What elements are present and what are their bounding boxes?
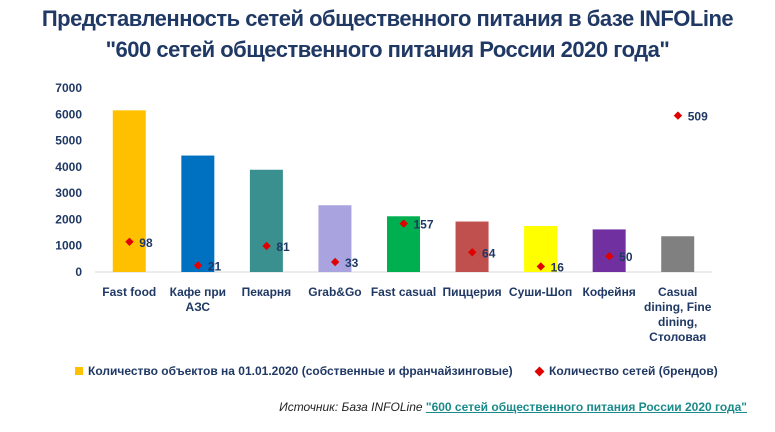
x-tick-label: Кофейня xyxy=(583,285,636,299)
data-point xyxy=(125,237,134,246)
chart-title-line-2: "600 сетей общественного питания России … xyxy=(105,37,670,62)
source-prefix: Источник: База INFOLine xyxy=(279,400,426,414)
chart-legend: Количество объектов на 01.01.2020 (собст… xyxy=(0,364,775,382)
data-point xyxy=(330,257,340,267)
data-point xyxy=(193,261,203,270)
legend-markers-label: Количество сетей (брендов) xyxy=(549,364,718,378)
x-tick-label: Пиццерия xyxy=(442,285,501,299)
x-tick-label: dining, xyxy=(658,315,697,329)
y-tick-label: 7000 xyxy=(55,81,82,95)
y-tick-label: 0 xyxy=(75,265,82,279)
data-point xyxy=(605,252,614,261)
bar xyxy=(181,155,215,272)
data-point xyxy=(262,241,271,251)
y-tick-label: 4000 xyxy=(55,160,82,174)
bar xyxy=(455,221,489,272)
data-label: 21 xyxy=(208,259,222,273)
x-tick-label: Grab&Go xyxy=(308,285,361,299)
legend-item-markers: Количество сетей (брендов) xyxy=(534,364,718,378)
source-link[interactable]: "600 сетей общественного питания России … xyxy=(425,400,747,414)
data-point xyxy=(468,248,477,257)
x-tick-label: Casual xyxy=(658,285,697,299)
chart-title-line-1: Представленность сетей общественного пит… xyxy=(41,6,734,31)
bar xyxy=(249,169,283,272)
y-tick-label: 3000 xyxy=(55,186,82,200)
legend-diamond-marker xyxy=(534,366,545,376)
source-note: Источник: База INFOLine "600 сетей общес… xyxy=(279,400,747,414)
y-tick-label: 6000 xyxy=(55,107,82,121)
data-point xyxy=(399,219,408,228)
x-tick-label: Столовая xyxy=(649,330,706,344)
y-tick-label: 1000 xyxy=(55,239,82,253)
data-label: 81 xyxy=(276,240,290,254)
data-label: 16 xyxy=(551,260,565,274)
data-label: 509 xyxy=(688,110,708,124)
data-label: 33 xyxy=(345,256,359,270)
data-label: 64 xyxy=(482,246,496,260)
data-point xyxy=(673,111,683,120)
x-tick-label: АЗС xyxy=(186,300,211,314)
x-tick-label: Fast casual xyxy=(371,285,436,299)
chart-plot: 0 1000 2000 3000 4000 5000 6000 7000 Fast food 98… xyxy=(55,81,712,344)
data-label: 157 xyxy=(414,218,434,232)
y-tick-label: 2000 xyxy=(55,212,82,226)
bar xyxy=(661,236,695,272)
x-tick-label: Fast food xyxy=(102,285,156,299)
legend-bars-label: Количество объектов на 01.01.2020 (собст… xyxy=(88,364,513,378)
y-tick-label: 5000 xyxy=(55,134,82,148)
x-tick-label: Кафе при xyxy=(170,285,226,299)
data-label: 98 xyxy=(139,236,153,250)
x-tick-label: Суши-Шоп xyxy=(509,285,572,299)
data-point xyxy=(536,262,546,271)
legend-bar-swatch xyxy=(75,367,83,375)
x-tick-label: Пекарня xyxy=(242,285,292,299)
x-tick-label: dining, Fine xyxy=(644,300,712,314)
bar xyxy=(592,229,626,272)
legend-item-bars: Количество объектов на 01.01.2020 (собст… xyxy=(75,364,513,378)
data-label: 50 xyxy=(619,250,633,264)
